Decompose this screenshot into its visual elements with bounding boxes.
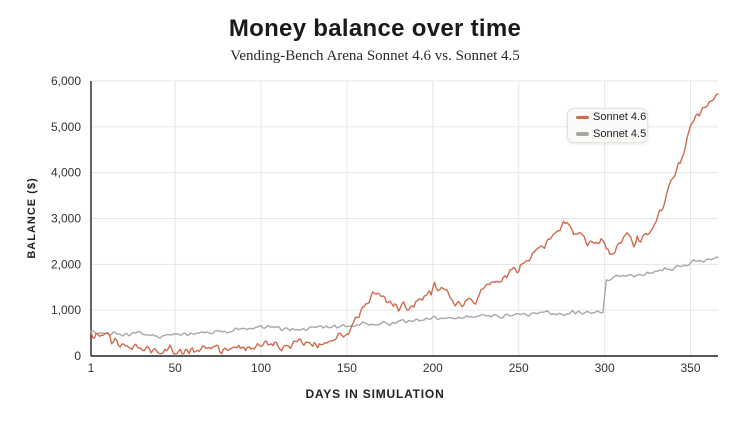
svg-text:2,000: 2,000 — [51, 257, 81, 271]
svg-text:0: 0 — [74, 349, 81, 363]
svg-text:150: 150 — [337, 361, 357, 375]
svg-text:50: 50 — [168, 361, 182, 375]
svg-text:1: 1 — [88, 361, 95, 375]
svg-text:6,000: 6,000 — [51, 74, 81, 88]
svg-text:250: 250 — [509, 361, 529, 375]
svg-text:100: 100 — [251, 361, 271, 375]
svg-text:200: 200 — [423, 361, 443, 375]
svg-text:4,000: 4,000 — [51, 166, 81, 180]
svg-text:3,000: 3,000 — [51, 212, 81, 226]
svg-text:5,000: 5,000 — [51, 120, 81, 134]
svg-text:300: 300 — [595, 361, 615, 375]
svg-text:1,000: 1,000 — [51, 303, 81, 317]
svg-text:350: 350 — [681, 361, 701, 375]
